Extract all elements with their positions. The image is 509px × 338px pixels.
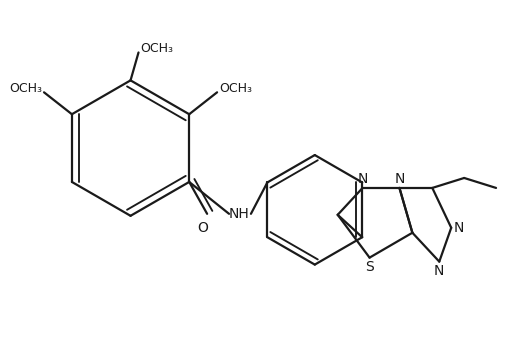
Text: N: N — [357, 172, 367, 186]
Text: OCH₃: OCH₃ — [219, 82, 251, 95]
Text: O: O — [197, 221, 208, 235]
Text: N: N — [453, 221, 463, 235]
Text: N: N — [393, 172, 404, 186]
Text: OCH₃: OCH₃ — [140, 42, 173, 55]
Text: NH: NH — [228, 207, 249, 221]
Text: OCH₃: OCH₃ — [9, 82, 42, 95]
Text: N: N — [433, 264, 443, 277]
Text: S: S — [364, 260, 373, 274]
